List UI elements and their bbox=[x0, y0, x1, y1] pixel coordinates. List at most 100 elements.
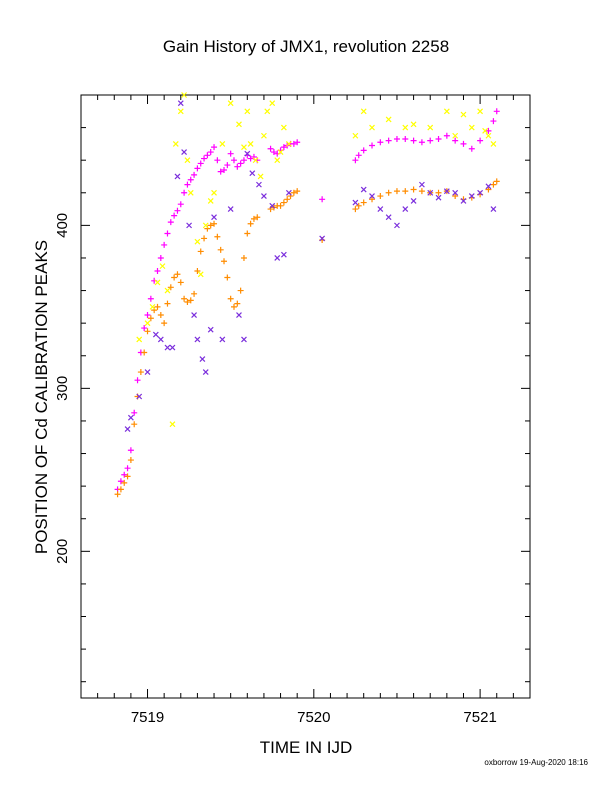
data-point bbox=[187, 297, 194, 304]
series-magenta bbox=[114, 108, 500, 493]
data-point bbox=[199, 356, 206, 362]
data-point bbox=[485, 186, 492, 193]
data-point bbox=[240, 254, 247, 261]
data-point bbox=[352, 206, 359, 213]
data-point bbox=[187, 176, 194, 183]
data-point bbox=[377, 206, 384, 213]
data-point bbox=[261, 132, 267, 139]
data-point bbox=[177, 108, 184, 115]
data-point bbox=[169, 421, 176, 428]
data-point bbox=[177, 100, 184, 107]
y-tick-label: 400 bbox=[54, 213, 71, 238]
data-point bbox=[452, 137, 459, 144]
data-point bbox=[161, 320, 168, 327]
data-point bbox=[377, 193, 384, 200]
data-point bbox=[227, 150, 234, 157]
data-point bbox=[369, 193, 375, 199]
data-point bbox=[136, 336, 143, 343]
data-point bbox=[141, 349, 148, 356]
data-point bbox=[280, 251, 287, 258]
data-point bbox=[136, 393, 143, 400]
data-point bbox=[410, 137, 417, 144]
data-point bbox=[385, 137, 392, 144]
data-point bbox=[141, 325, 148, 332]
data-point bbox=[493, 178, 500, 185]
data-point bbox=[164, 287, 171, 294]
data-point bbox=[394, 222, 400, 229]
data-point bbox=[184, 298, 191, 305]
y-tick-label: 200 bbox=[54, 539, 71, 564]
data-point bbox=[254, 214, 261, 221]
data-point bbox=[186, 222, 193, 229]
data-point bbox=[402, 124, 409, 131]
data-point bbox=[224, 274, 231, 281]
data-point bbox=[468, 124, 475, 131]
data-point bbox=[244, 230, 251, 237]
data-point bbox=[427, 189, 434, 196]
x-tick-label: 7521 bbox=[463, 709, 496, 726]
data-point bbox=[443, 188, 450, 195]
data-point bbox=[191, 171, 198, 178]
plot-frame bbox=[80, 94, 531, 699]
data-point bbox=[393, 136, 400, 143]
data-point bbox=[241, 144, 247, 151]
data-point bbox=[181, 92, 188, 98]
data-point bbox=[410, 121, 417, 128]
data-point bbox=[270, 149, 277, 156]
data-point bbox=[269, 100, 276, 107]
data-point bbox=[230, 303, 237, 310]
data-point bbox=[477, 137, 484, 144]
data-point bbox=[152, 331, 159, 338]
data-point bbox=[147, 315, 154, 322]
series-purple bbox=[124, 100, 497, 433]
data-point bbox=[187, 189, 194, 196]
data-point bbox=[237, 160, 244, 167]
data-point bbox=[285, 189, 292, 196]
data-point bbox=[236, 312, 242, 318]
data-point bbox=[264, 108, 271, 115]
data-point bbox=[197, 160, 204, 167]
data-point bbox=[230, 157, 237, 164]
data-point bbox=[234, 300, 241, 307]
data-point bbox=[284, 196, 291, 203]
data-point bbox=[385, 189, 392, 196]
data-point bbox=[194, 268, 201, 275]
data-point bbox=[214, 233, 221, 240]
data-point bbox=[221, 258, 228, 265]
data-point bbox=[280, 199, 287, 206]
data-point bbox=[294, 188, 301, 195]
data-point bbox=[241, 336, 247, 343]
data-point bbox=[402, 206, 409, 213]
data-point bbox=[144, 369, 151, 375]
data-point bbox=[181, 149, 188, 155]
data-point bbox=[280, 144, 287, 151]
data-point bbox=[144, 320, 151, 327]
data-point bbox=[184, 157, 191, 164]
data-point bbox=[250, 215, 257, 222]
data-point bbox=[385, 214, 392, 221]
x-tick-label: 7520 bbox=[297, 709, 330, 726]
x-tick-label: 7519 bbox=[131, 709, 164, 726]
data-point bbox=[159, 263, 166, 270]
data-point bbox=[174, 271, 181, 278]
data-point bbox=[244, 108, 251, 115]
data-point bbox=[207, 198, 214, 204]
data-point bbox=[164, 344, 171, 351]
data-point bbox=[137, 369, 144, 376]
data-point bbox=[211, 214, 217, 221]
data-point bbox=[201, 155, 208, 162]
data-point bbox=[177, 201, 184, 208]
data-point bbox=[154, 268, 161, 275]
data-point bbox=[127, 457, 134, 464]
data-point bbox=[274, 157, 281, 164]
data-point bbox=[202, 369, 209, 375]
data-point bbox=[252, 157, 259, 164]
data-point bbox=[181, 189, 188, 196]
data-point bbox=[184, 181, 191, 188]
data-point bbox=[385, 116, 392, 123]
data-point bbox=[267, 145, 274, 152]
data-point bbox=[244, 150, 251, 157]
data-point bbox=[211, 189, 217, 196]
data-point bbox=[191, 312, 198, 318]
